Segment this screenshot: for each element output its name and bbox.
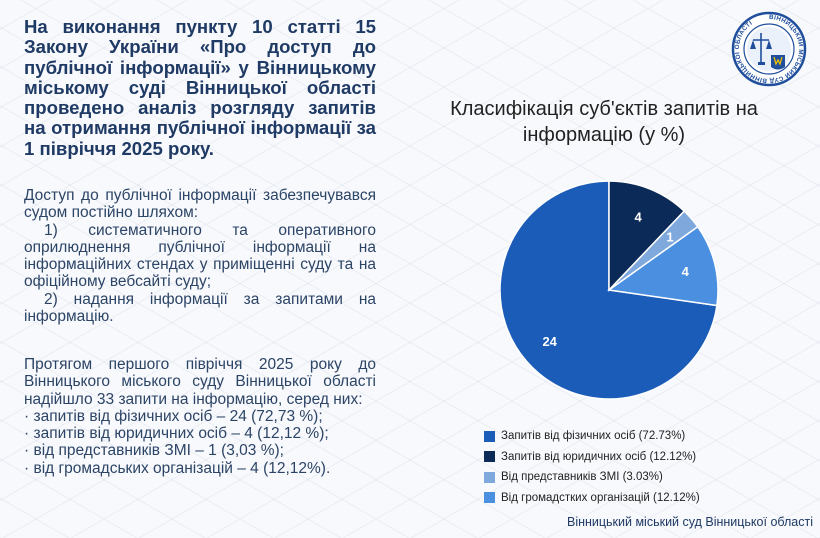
access-paragraph: Доступ до публічної інформації забезпечу… bbox=[24, 187, 376, 325]
summary-line: · від представників ЗМІ – 1 (3,03 %); bbox=[24, 442, 284, 460]
legend-item: Від представників ЗМІ (3.03%) bbox=[484, 467, 700, 488]
access-item-2: 2) надання інформації за запитами на інф… bbox=[24, 290, 376, 326]
legend-label: Від громадстких організацій (12.12%) bbox=[501, 491, 700, 504]
slice-value-label: 24 bbox=[542, 334, 557, 349]
legend-swatch bbox=[484, 471, 495, 483]
legend-item: Запитів від фізичних осіб (72.73%) bbox=[484, 426, 700, 447]
slice-value-label: 1 bbox=[666, 230, 673, 245]
summary-intro: Протягом першого півріччя 2025 року до В… bbox=[24, 356, 376, 408]
chart-title: Класифікація суб'єктів запитів на інформ… bbox=[450, 98, 758, 146]
legend-item: Запитів від юридичних осіб (12.12%) bbox=[484, 447, 700, 468]
summary-line: · від громадських організацій – 4 (12,12… bbox=[24, 459, 331, 477]
pie-slice bbox=[608, 180, 686, 292]
access-item-1: 1) систематичного та оперативного оприлю… bbox=[24, 221, 376, 291]
legend-item: Від громадстких організацій (12.12%) bbox=[484, 488, 700, 509]
summary-paragraph: Протягом першого півріччя 2025 року до В… bbox=[24, 356, 376, 477]
slice-value-label: 4 bbox=[635, 210, 643, 225]
legend-label: Запитів від фізичних осіб (72.73%) bbox=[501, 430, 686, 443]
summary-line: · запитів від юридичних осіб – 4 (12,12 … bbox=[24, 425, 329, 443]
page-heading: На виконання пункту 10 статті 15 Закону … bbox=[24, 16, 376, 159]
legend-label: Запитів від юридичних осіб (12.12%) bbox=[501, 450, 697, 463]
pie-slice bbox=[607, 225, 719, 307]
court-seal-icon: ВІННИЦЬКИЙ МІСЬКИЙ СУД ВІННИЦЬКОЇ ОБЛАСТ… bbox=[731, 11, 807, 87]
legend-swatch bbox=[484, 492, 495, 504]
pie-chart: 24 4 1 4 bbox=[500, 180, 719, 400]
legend-swatch bbox=[484, 451, 495, 463]
legend-label: Від представників ЗМІ (3.03%) bbox=[501, 471, 663, 484]
chart-legend: Запитів від фізичних осіб (72.73%) Запиті… bbox=[484, 426, 700, 508]
access-intro: Доступ до публічної інформації забезпечу… bbox=[24, 187, 376, 222]
footer-text: Вінницький міський суд Вінницької област… bbox=[566, 515, 813, 529]
legend-swatch bbox=[484, 430, 495, 442]
summary-line: · запитів від фізичних осіб – 24 (72,73 … bbox=[24, 407, 323, 425]
slice-value-label: 4 bbox=[682, 264, 690, 279]
